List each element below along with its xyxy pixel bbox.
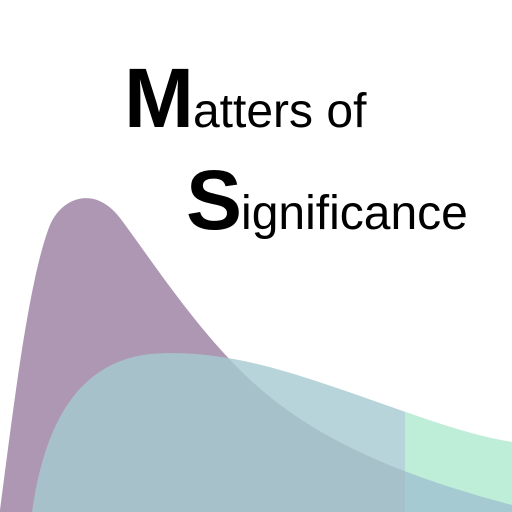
green-tail-band [405,411,512,512]
logo-word-matters-of: atters of [192,85,367,138]
logo-word-significance: ignificance [241,187,468,240]
logo-initial-m: M [124,51,194,145]
teal-distribution-curve [32,353,512,512]
logo-title-line-2: Significance [186,158,468,242]
logo-initial-s: S [186,153,242,247]
logo-title-line-1: Matters of [124,56,366,140]
